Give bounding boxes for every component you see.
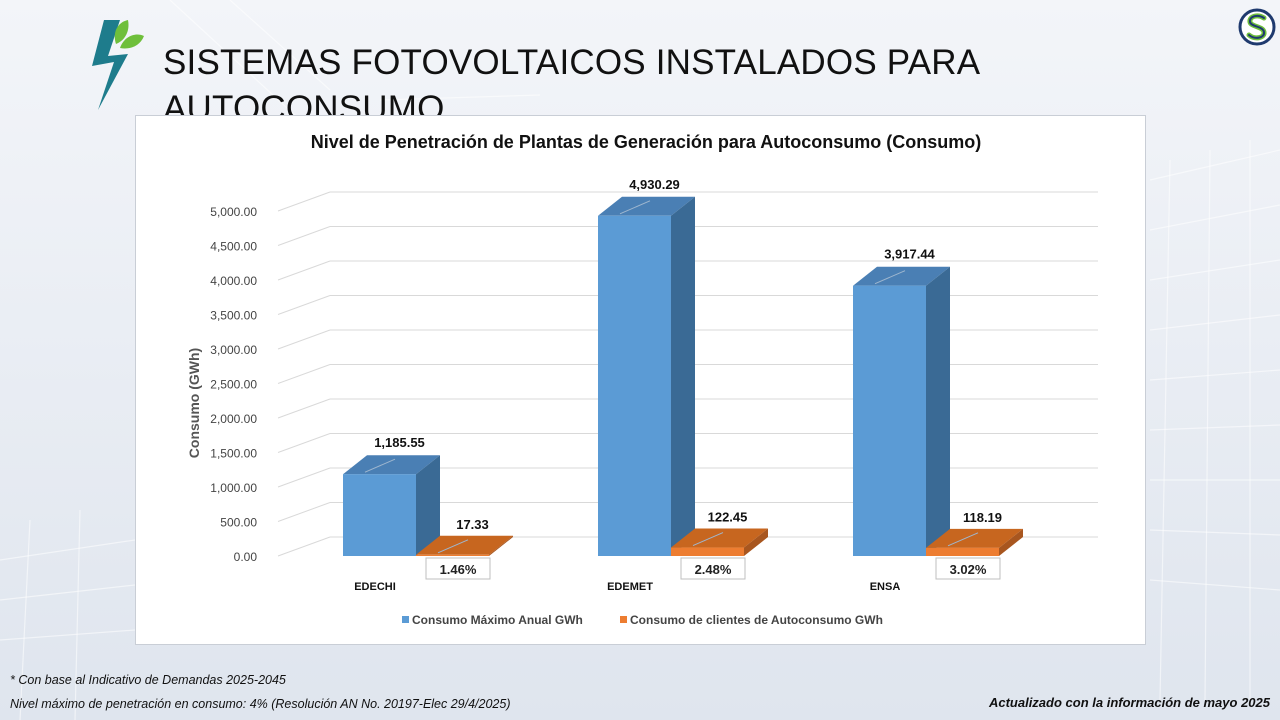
y-tick-label: 1,000.00 <box>210 481 257 495</box>
company-logo <box>92 20 144 110</box>
data-label-series-2: 122.45 <box>708 510 748 525</box>
y-tick-label: 4,000.00 <box>210 274 257 288</box>
category-label: ENSA <box>870 581 901 593</box>
gridline-diagonal <box>277 536 331 557</box>
bar-consumo-maximo-ensa <box>853 266 950 556</box>
gridline-diagonal <box>277 260 331 281</box>
gridline-diagonal <box>277 191 331 212</box>
bar-consumo-maximo-ensa-front <box>853 285 926 556</box>
data-label-series-2: 17.33 <box>456 517 489 532</box>
legend-swatch-series-1 <box>402 616 409 623</box>
gridline-diagonal <box>277 502 331 522</box>
gridline-diagonal <box>277 364 331 384</box>
legend-label-series-1: Consumo Máximo Anual GWh <box>412 613 583 627</box>
y-tick-label: 2,500.00 <box>210 378 257 392</box>
footnote-base: * Con base al Indicativo de Demandas 202… <box>10 673 286 687</box>
bar-consumo-maximo-edemet <box>598 196 695 556</box>
gridline-diagonal <box>277 226 331 246</box>
y-tick-label: 3,500.00 <box>210 309 257 323</box>
brand-s-logo <box>1238 8 1276 46</box>
bar-autoconsumo-ensa-front <box>926 547 999 556</box>
y-tick-label: 500.00 <box>220 516 257 530</box>
bar-consumo-maximo-ensa-highlight <box>874 270 906 285</box>
bar-autoconsumo-ensa-side <box>999 528 1023 556</box>
gridline-diagonal <box>277 433 331 453</box>
slide-title: SISTEMAS FOTOVOLTAICOS INSTALADOS PARA A… <box>163 43 979 128</box>
chart-panel: Nivel de Penetración de Plantas de Gener… <box>135 115 1146 645</box>
y-tick-label: 2,000.00 <box>210 412 257 426</box>
bar-autoconsumo-edechi <box>416 535 513 556</box>
bar-consumo-maximo-edemet-front <box>598 215 671 556</box>
legend-label-series-2: Consumo de clientes de Autoconsumo GWh <box>630 613 883 627</box>
bar-consumo-maximo-edechi-front <box>343 474 416 556</box>
y-axis-label: Consumo (GWh) <box>186 348 202 458</box>
bar-autoconsumo-edechi-top <box>416 535 513 555</box>
bar-autoconsumo-edemet-side <box>744 528 768 556</box>
bar-autoconsumo-ensa <box>926 528 1023 556</box>
bar-autoconsumo-edechi-highlight <box>437 539 469 554</box>
bar-consumo-maximo-edemet-highlight <box>619 200 651 215</box>
penetration-box <box>935 557 1001 580</box>
penetration-box <box>680 557 746 580</box>
data-label-series-1: 4,930.29 <box>629 177 680 192</box>
gridline-diagonal <box>277 329 331 350</box>
footnote-max-penetration: Nivel máximo de penetración en consumo: … <box>10 697 511 711</box>
bar-autoconsumo-edemet-front <box>671 547 744 556</box>
category-label: EDEMET <box>607 581 653 593</box>
bar-consumo-maximo-edemet-top <box>598 196 695 216</box>
y-tick-label: 5,000.00 <box>210 205 257 219</box>
y-tick-label: 1,500.00 <box>210 447 257 461</box>
bar-autoconsumo-edechi-front <box>416 554 489 556</box>
category-label: EDECHI <box>354 581 396 593</box>
data-label-series-1: 1,185.55 <box>374 435 425 450</box>
bar-chart: Nivel de Penetración de Plantas de Gener… <box>186 132 1098 627</box>
penetration-percent: 3.02% <box>950 562 987 577</box>
bar-autoconsumo-ensa-highlight <box>947 532 979 547</box>
legend-swatch-series-2 <box>620 616 627 623</box>
bar-autoconsumo-edechi-side <box>489 535 513 556</box>
update-note: Actualizado con la información de mayo 2… <box>988 695 1270 710</box>
penetration-box <box>425 557 491 580</box>
data-label-series-1: 3,917.44 <box>884 247 935 262</box>
gridline-diagonal <box>277 398 331 419</box>
penetration-percent: 2.48% <box>695 562 732 577</box>
bar-autoconsumo-edemet-top <box>671 528 768 548</box>
data-label-series-2: 118.19 <box>963 510 1002 525</box>
bar-consumo-maximo-ensa-top <box>853 266 950 286</box>
gridline-diagonal <box>277 295 331 315</box>
y-tick-label: 4,500.00 <box>210 240 257 254</box>
bar-autoconsumo-edemet <box>671 528 768 556</box>
bar-consumo-maximo-edechi-highlight <box>364 458 396 473</box>
bar-consumo-maximo-ensa-side <box>926 266 950 556</box>
y-tick-label: 3,000.00 <box>210 343 257 357</box>
penetration-percent: 1.46% <box>440 562 477 577</box>
legend: Consumo Máximo Anual GWh Consumo de clie… <box>402 613 883 627</box>
y-tick-label: 0.00 <box>234 550 258 564</box>
bar-consumo-maximo-edechi <box>343 455 440 556</box>
bar-autoconsumo-edemet-highlight <box>692 532 724 547</box>
chart-title: Nivel de Penetración de Plantas de Gener… <box>311 132 981 152</box>
gridline-diagonal <box>277 467 331 488</box>
bar-consumo-maximo-edemet-side <box>671 196 695 556</box>
bar-autoconsumo-ensa-top <box>926 528 1023 548</box>
bar-consumo-maximo-edechi-top <box>343 455 440 475</box>
bar-consumo-maximo-edechi-side <box>416 455 440 556</box>
